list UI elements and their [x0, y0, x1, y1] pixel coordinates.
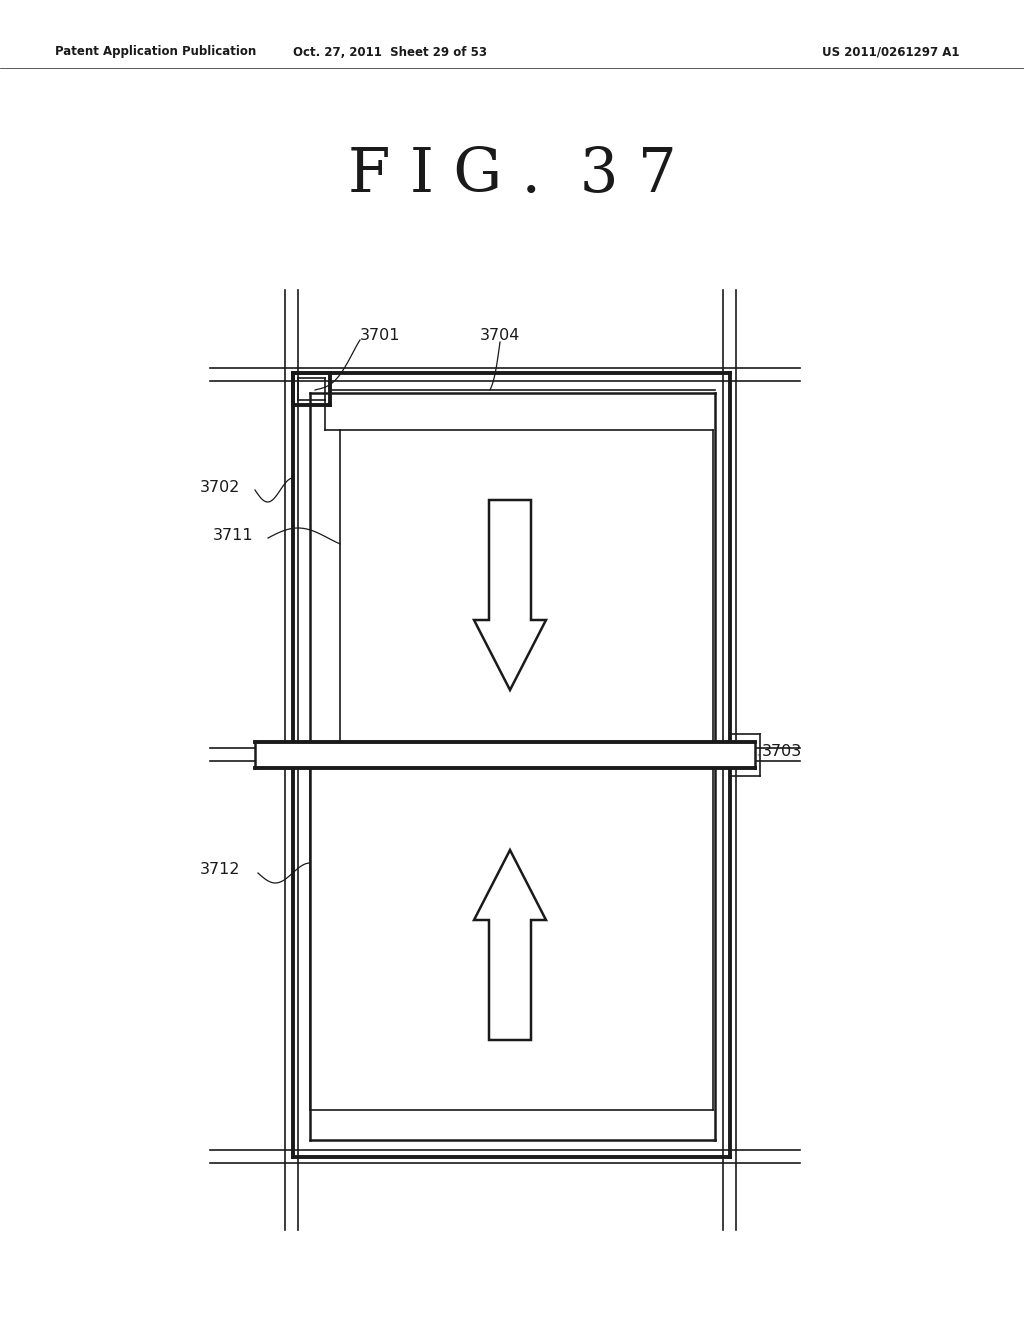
Text: Patent Application Publication: Patent Application Publication	[55, 45, 256, 58]
Text: 3712: 3712	[200, 862, 241, 878]
Bar	[255, 742, 755, 768]
Text: F I G .  3 7: F I G . 3 7	[347, 145, 677, 205]
Text: 3703: 3703	[762, 744, 802, 759]
Polygon shape	[474, 500, 546, 690]
Polygon shape	[474, 850, 546, 1040]
Text: 3711: 3711	[213, 528, 254, 543]
Text: 3701: 3701	[360, 327, 400, 342]
Text: 3704: 3704	[480, 327, 520, 342]
Text: US 2011/0261297 A1: US 2011/0261297 A1	[822, 45, 961, 58]
Text: Oct. 27, 2011  Sheet 29 of 53: Oct. 27, 2011 Sheet 29 of 53	[293, 45, 487, 58]
Text: 3702: 3702	[200, 480, 241, 495]
